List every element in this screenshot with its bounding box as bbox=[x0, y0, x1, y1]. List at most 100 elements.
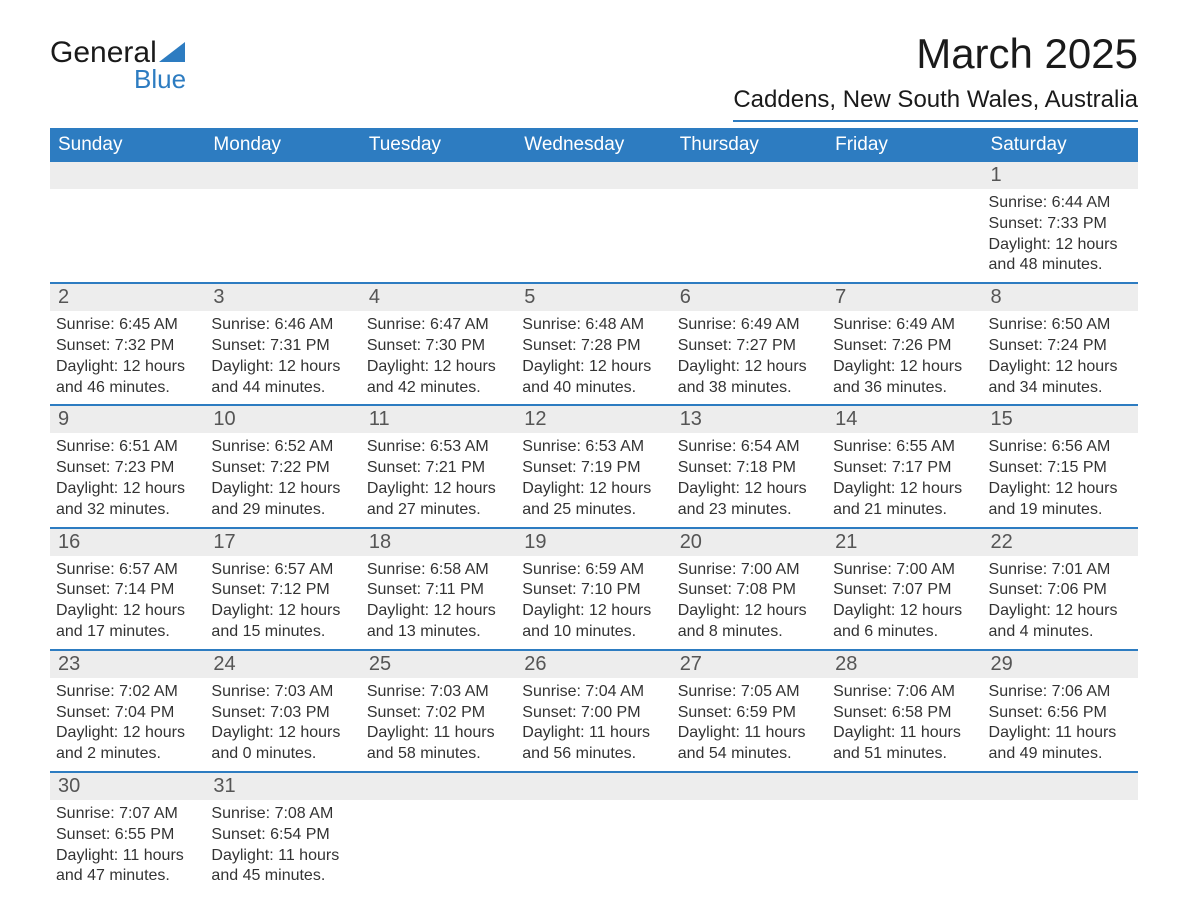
sunrise-text: Sunrise: 6:44 AM bbox=[989, 193, 1130, 214]
daylight-text: Daylight: 12 hours and 21 minutes. bbox=[833, 479, 974, 521]
day-number bbox=[516, 162, 671, 189]
day-number: 26 bbox=[516, 650, 671, 678]
sunset-text: Sunset: 7:22 PM bbox=[211, 458, 352, 479]
daylight-text: Daylight: 12 hours and 15 minutes. bbox=[211, 601, 352, 643]
daynum-row: 23242526272829 bbox=[50, 650, 1138, 678]
daylight-text: Daylight: 12 hours and 23 minutes. bbox=[678, 479, 819, 521]
day-number: 11 bbox=[361, 405, 516, 433]
day-number: 4 bbox=[361, 283, 516, 311]
sunset-text: Sunset: 6:55 PM bbox=[56, 825, 197, 846]
day-number: 31 bbox=[205, 772, 360, 800]
day-header: Wednesday bbox=[516, 128, 671, 162]
day-number: 8 bbox=[983, 283, 1138, 311]
day-header: Sunday bbox=[50, 128, 205, 162]
day-details: Sunrise: 6:49 AMSunset: 7:26 PMDaylight:… bbox=[827, 311, 982, 405]
sunrise-text: Sunrise: 7:06 AM bbox=[989, 682, 1130, 703]
daylight-text: Daylight: 12 hours and 2 minutes. bbox=[56, 723, 197, 765]
daylight-text: Daylight: 11 hours and 49 minutes. bbox=[989, 723, 1130, 765]
sunset-text: Sunset: 6:58 PM bbox=[833, 703, 974, 724]
day-number: 23 bbox=[50, 650, 205, 678]
sunrise-text: Sunrise: 7:08 AM bbox=[211, 804, 352, 825]
sunset-text: Sunset: 7:33 PM bbox=[989, 214, 1130, 235]
day-header: Thursday bbox=[672, 128, 827, 162]
day-details bbox=[516, 189, 671, 283]
day-number: 5 bbox=[516, 283, 671, 311]
location: Caddens, New South Wales, Australia bbox=[733, 86, 1138, 122]
day-details: Sunrise: 6:50 AMSunset: 7:24 PMDaylight:… bbox=[983, 311, 1138, 405]
day-details: Sunrise: 7:07 AMSunset: 6:55 PMDaylight:… bbox=[50, 800, 205, 893]
detail-row: Sunrise: 6:57 AMSunset: 7:14 PMDaylight:… bbox=[50, 556, 1138, 650]
day-details bbox=[672, 800, 827, 893]
daylight-text: Daylight: 11 hours and 56 minutes. bbox=[522, 723, 663, 765]
sunrise-text: Sunrise: 6:46 AM bbox=[211, 315, 352, 336]
sunset-text: Sunset: 7:18 PM bbox=[678, 458, 819, 479]
day-number: 7 bbox=[827, 283, 982, 311]
day-details bbox=[361, 189, 516, 283]
day-details bbox=[361, 800, 516, 893]
sunset-text: Sunset: 6:54 PM bbox=[211, 825, 352, 846]
sunset-text: Sunset: 7:17 PM bbox=[833, 458, 974, 479]
sunrise-text: Sunrise: 6:53 AM bbox=[522, 437, 663, 458]
day-details: Sunrise: 7:02 AMSunset: 7:04 PMDaylight:… bbox=[50, 678, 205, 772]
sunrise-text: Sunrise: 7:06 AM bbox=[833, 682, 974, 703]
day-details: Sunrise: 6:56 AMSunset: 7:15 PMDaylight:… bbox=[983, 433, 1138, 527]
day-number: 15 bbox=[983, 405, 1138, 433]
detail-row: Sunrise: 6:44 AMSunset: 7:33 PMDaylight:… bbox=[50, 189, 1138, 283]
day-number: 25 bbox=[361, 650, 516, 678]
day-details bbox=[205, 189, 360, 283]
day-details: Sunrise: 6:44 AMSunset: 7:33 PMDaylight:… bbox=[983, 189, 1138, 283]
day-details: Sunrise: 6:49 AMSunset: 7:27 PMDaylight:… bbox=[672, 311, 827, 405]
sunset-text: Sunset: 6:59 PM bbox=[678, 703, 819, 724]
daylight-text: Daylight: 12 hours and 42 minutes. bbox=[367, 357, 508, 399]
day-number bbox=[827, 772, 982, 800]
day-number bbox=[827, 162, 982, 189]
day-details: Sunrise: 6:57 AMSunset: 7:14 PMDaylight:… bbox=[50, 556, 205, 650]
sunrise-text: Sunrise: 7:01 AM bbox=[989, 560, 1130, 581]
day-number: 9 bbox=[50, 405, 205, 433]
daylight-text: Daylight: 12 hours and 27 minutes. bbox=[367, 479, 508, 521]
daylight-text: Daylight: 12 hours and 40 minutes. bbox=[522, 357, 663, 399]
day-number: 19 bbox=[516, 528, 671, 556]
sunset-text: Sunset: 7:04 PM bbox=[56, 703, 197, 724]
detail-row: Sunrise: 6:45 AMSunset: 7:32 PMDaylight:… bbox=[50, 311, 1138, 405]
day-details: Sunrise: 7:08 AMSunset: 6:54 PMDaylight:… bbox=[205, 800, 360, 893]
day-details: Sunrise: 7:03 AMSunset: 7:03 PMDaylight:… bbox=[205, 678, 360, 772]
daylight-text: Daylight: 12 hours and 4 minutes. bbox=[989, 601, 1130, 643]
day-details bbox=[827, 189, 982, 283]
day-number: 29 bbox=[983, 650, 1138, 678]
sunset-text: Sunset: 7:03 PM bbox=[211, 703, 352, 724]
daynum-row: 1 bbox=[50, 162, 1138, 189]
sunrise-text: Sunrise: 6:47 AM bbox=[367, 315, 508, 336]
sunrise-text: Sunrise: 7:04 AM bbox=[522, 682, 663, 703]
day-details bbox=[516, 800, 671, 893]
sunrise-text: Sunrise: 7:05 AM bbox=[678, 682, 819, 703]
daynum-row: 16171819202122 bbox=[50, 528, 1138, 556]
day-details: Sunrise: 7:01 AMSunset: 7:06 PMDaylight:… bbox=[983, 556, 1138, 650]
daylight-text: Daylight: 12 hours and 29 minutes. bbox=[211, 479, 352, 521]
calendar-table: Sunday Monday Tuesday Wednesday Thursday… bbox=[50, 128, 1138, 893]
sunrise-text: Sunrise: 6:57 AM bbox=[211, 560, 352, 581]
daylight-text: Daylight: 12 hours and 25 minutes. bbox=[522, 479, 663, 521]
daynum-row: 2345678 bbox=[50, 283, 1138, 311]
month-title: March 2025 bbox=[733, 30, 1138, 78]
sunset-text: Sunset: 7:23 PM bbox=[56, 458, 197, 479]
day-details: Sunrise: 7:00 AMSunset: 7:07 PMDaylight:… bbox=[827, 556, 982, 650]
sunset-text: Sunset: 7:31 PM bbox=[211, 336, 352, 357]
day-header: Friday bbox=[827, 128, 982, 162]
sunset-text: Sunset: 7:28 PM bbox=[522, 336, 663, 357]
day-number: 1 bbox=[983, 162, 1138, 189]
sunrise-text: Sunrise: 7:02 AM bbox=[56, 682, 197, 703]
sunset-text: Sunset: 7:19 PM bbox=[522, 458, 663, 479]
daylight-text: Daylight: 12 hours and 17 minutes. bbox=[56, 601, 197, 643]
day-details: Sunrise: 6:53 AMSunset: 7:21 PMDaylight:… bbox=[361, 433, 516, 527]
daylight-text: Daylight: 12 hours and 8 minutes. bbox=[678, 601, 819, 643]
daylight-text: Daylight: 12 hours and 36 minutes. bbox=[833, 357, 974, 399]
sunset-text: Sunset: 7:02 PM bbox=[367, 703, 508, 724]
sunrise-text: Sunrise: 6:49 AM bbox=[833, 315, 974, 336]
sunset-text: Sunset: 7:14 PM bbox=[56, 580, 197, 601]
day-details: Sunrise: 6:48 AMSunset: 7:28 PMDaylight:… bbox=[516, 311, 671, 405]
day-details: Sunrise: 6:57 AMSunset: 7:12 PMDaylight:… bbox=[205, 556, 360, 650]
daylight-text: Daylight: 11 hours and 54 minutes. bbox=[678, 723, 819, 765]
day-details: Sunrise: 6:45 AMSunset: 7:32 PMDaylight:… bbox=[50, 311, 205, 405]
day-details: Sunrise: 7:03 AMSunset: 7:02 PMDaylight:… bbox=[361, 678, 516, 772]
